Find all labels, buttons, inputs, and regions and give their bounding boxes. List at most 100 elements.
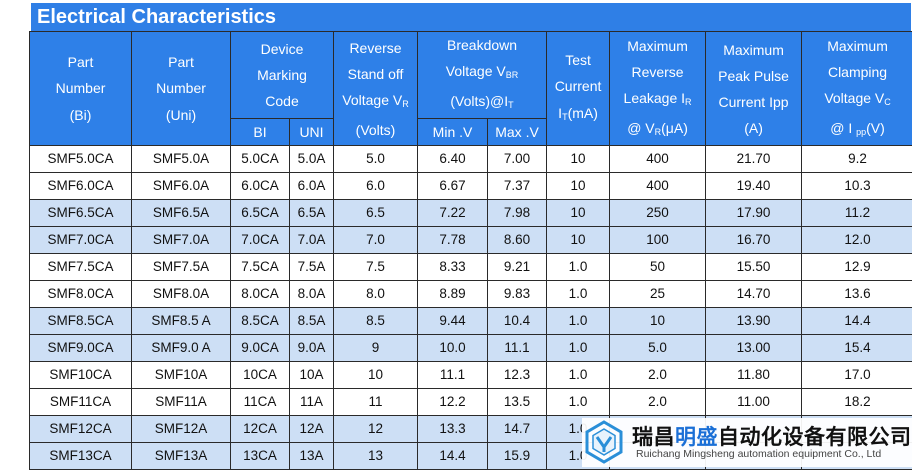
cell-marking-bi: 13CA bbox=[231, 443, 290, 470]
cell-marking-uni: 7.0A bbox=[290, 227, 334, 254]
cell-breakdown-min: 11.1 bbox=[418, 362, 488, 389]
header-part-number-bi: Part Number (Bi) bbox=[30, 32, 132, 146]
cell-breakdown-min: 12.2 bbox=[418, 389, 488, 416]
cell-part-uni: SMF11A bbox=[132, 389, 231, 416]
cell-part-uni: SMF6.5A bbox=[132, 200, 231, 227]
cell-standoff-voltage: 10 bbox=[334, 362, 418, 389]
cell-breakdown-max: 10.4 bbox=[488, 308, 547, 335]
company-watermark: 瑞昌明盛自动化设备有限公司 Ruichang Mingsheng automat… bbox=[582, 418, 912, 467]
cell-part-uni: SMF13A bbox=[132, 443, 231, 470]
cell-clamping: 13.6 bbox=[802, 281, 912, 308]
cell-standoff-voltage: 6.5 bbox=[334, 200, 418, 227]
cell-marking-bi: 5.0CA bbox=[231, 146, 290, 173]
company-logo-icon bbox=[582, 420, 626, 464]
cell-clamping: 12.0 bbox=[802, 227, 912, 254]
cell-peak-pulse: 16.70 bbox=[706, 227, 802, 254]
cell-leakage: 25 bbox=[610, 281, 706, 308]
cell-part-bi: SMF13CA bbox=[30, 443, 132, 470]
cell-standoff-voltage: 12 bbox=[334, 416, 418, 443]
cell-breakdown-min: 8.33 bbox=[418, 254, 488, 281]
cell-breakdown-max: 7.37 bbox=[488, 173, 547, 200]
cell-part-uni: SMF5.0A bbox=[132, 146, 231, 173]
electrical-characteristics-table: Part Number (Bi) Part Number (Uni) Devic… bbox=[29, 31, 912, 470]
cell-standoff-voltage: 8.5 bbox=[334, 308, 418, 335]
header-marking-uni: UNI bbox=[290, 119, 334, 146]
cell-breakdown-min: 6.67 bbox=[418, 173, 488, 200]
cell-marking-bi: 6.5CA bbox=[231, 200, 290, 227]
cell-leakage: 2.0 bbox=[610, 362, 706, 389]
cell-part-bi: SMF12CA bbox=[30, 416, 132, 443]
cell-test-current: 1.0 bbox=[547, 362, 610, 389]
cell-test-current: 10 bbox=[547, 173, 610, 200]
cell-marking-bi: 12CA bbox=[231, 416, 290, 443]
cell-clamping: 11.2 bbox=[802, 200, 912, 227]
cell-leakage: 250 bbox=[610, 200, 706, 227]
cell-leakage: 100 bbox=[610, 227, 706, 254]
cell-test-current: 10 bbox=[547, 146, 610, 173]
cell-test-current: 1.0 bbox=[547, 308, 610, 335]
cell-breakdown-max: 15.9 bbox=[488, 443, 547, 470]
cell-part-bi: SMF7.0CA bbox=[30, 227, 132, 254]
header-breakdown-min: Min .V bbox=[418, 119, 488, 146]
cell-test-current: 1.0 bbox=[547, 389, 610, 416]
cell-breakdown-max: 13.5 bbox=[488, 389, 547, 416]
cell-marking-uni: 11A bbox=[290, 389, 334, 416]
cell-standoff-voltage: 5.0 bbox=[334, 146, 418, 173]
cell-peak-pulse: 15.50 bbox=[706, 254, 802, 281]
cell-test-current: 1.0 bbox=[547, 254, 610, 281]
cell-part-uni: SMF8.0A bbox=[132, 281, 231, 308]
cell-breakdown-min: 6.40 bbox=[418, 146, 488, 173]
cell-peak-pulse: 14.70 bbox=[706, 281, 802, 308]
cell-leakage: 5.0 bbox=[610, 335, 706, 362]
cell-marking-bi: 11CA bbox=[231, 389, 290, 416]
cell-clamping: 17.0 bbox=[802, 362, 912, 389]
header-reverse-standoff-voltage: Reverse Stand off Voltage VR (Volts) bbox=[334, 32, 418, 146]
cell-marking-uni: 7.5A bbox=[290, 254, 334, 281]
cell-marking-uni: 5.0A bbox=[290, 146, 334, 173]
cell-peak-pulse: 13.90 bbox=[706, 308, 802, 335]
cell-part-uni: SMF12A bbox=[132, 416, 231, 443]
cell-clamping: 9.2 bbox=[802, 146, 912, 173]
cell-marking-bi: 6.0CA bbox=[231, 173, 290, 200]
cell-standoff-voltage: 7.5 bbox=[334, 254, 418, 281]
header-device-marking-code: Device Marking Code bbox=[231, 32, 334, 119]
cell-marking-bi: 7.5CA bbox=[231, 254, 290, 281]
cell-breakdown-max: 7.98 bbox=[488, 200, 547, 227]
cell-part-bi: SMF5.0CA bbox=[30, 146, 132, 173]
cell-breakdown-min: 14.4 bbox=[418, 443, 488, 470]
table-header: Part Number (Bi) Part Number (Uni) Devic… bbox=[30, 32, 912, 146]
cell-breakdown-max: 8.60 bbox=[488, 227, 547, 254]
cell-standoff-voltage: 6.0 bbox=[334, 173, 418, 200]
cell-marking-uni: 10A bbox=[290, 362, 334, 389]
cell-part-uni: SMF9.0 A bbox=[132, 335, 231, 362]
cell-test-current: 10 bbox=[547, 200, 610, 227]
cell-marking-bi: 7.0CA bbox=[231, 227, 290, 254]
cell-part-bi: SMF9.0CA bbox=[30, 335, 132, 362]
cell-part-uni: SMF6.0A bbox=[132, 173, 231, 200]
cell-standoff-voltage: 13 bbox=[334, 443, 418, 470]
cell-breakdown-min: 7.22 bbox=[418, 200, 488, 227]
cell-breakdown-min: 9.44 bbox=[418, 308, 488, 335]
cell-marking-uni: 12A bbox=[290, 416, 334, 443]
cell-marking-uni: 6.5A bbox=[290, 200, 334, 227]
cell-leakage: 400 bbox=[610, 173, 706, 200]
cell-part-bi: SMF6.5CA bbox=[30, 200, 132, 227]
header-marking-bi: BI bbox=[231, 119, 290, 146]
header-breakdown-max: Max .V bbox=[488, 119, 547, 146]
cell-test-current: 10 bbox=[547, 227, 610, 254]
cell-marking-uni: 8.0A bbox=[290, 281, 334, 308]
cell-breakdown-min: 8.89 bbox=[418, 281, 488, 308]
cell-breakdown-min: 13.3 bbox=[418, 416, 488, 443]
cell-peak-pulse: 19.40 bbox=[706, 173, 802, 200]
section-title-bar: Electrical Characteristics bbox=[31, 3, 911, 31]
cell-breakdown-max: 12.3 bbox=[488, 362, 547, 389]
cell-marking-bi: 8.0CA bbox=[231, 281, 290, 308]
cell-part-bi: SMF10CA bbox=[30, 362, 132, 389]
